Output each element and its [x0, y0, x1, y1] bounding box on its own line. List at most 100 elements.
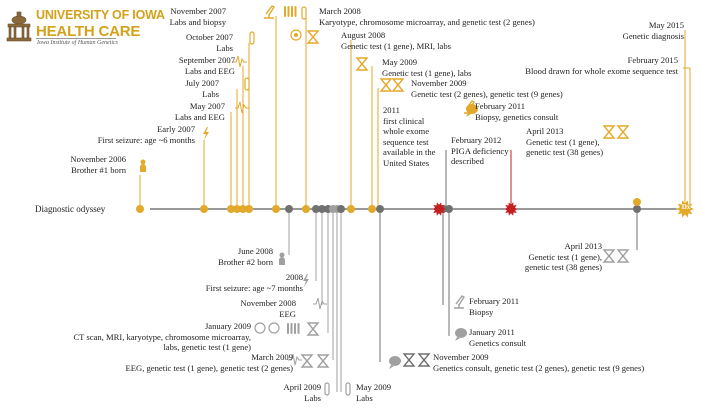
event-label-february-2011-lower: February 2011 Biopsy — [469, 296, 520, 317]
hourglass-icon — [616, 249, 630, 263]
hourglass-icon — [602, 249, 616, 263]
event-label-september-2007: September 2007 Labs and EEG — [178, 55, 235, 76]
scan-icon — [268, 322, 280, 334]
event-label-january-2009: January 2009 CT scan, MRI, karyotype, ch… — [73, 321, 251, 352]
eeg-wave-icon — [235, 101, 249, 114]
lightning-icon — [203, 127, 209, 140]
test-tube-icon — [345, 382, 351, 396]
diagnosis-burst-icon — [676, 200, 694, 218]
exome-test-burst-icon — [432, 202, 446, 216]
timeline-dot-10 — [318, 205, 326, 213]
person-icon — [279, 252, 285, 258]
event-label-february-2011: February 2011 Biopsy, genetics consult — [475, 101, 559, 122]
timeline-dot-14 — [337, 205, 345, 213]
scan-icon — [290, 29, 302, 41]
scan-icon — [294, 33, 298, 37]
piga-burst-icon — [504, 202, 518, 216]
old-capitol-icon — [6, 11, 32, 42]
test-tube-icon — [249, 31, 255, 45]
timeline-dot-20 — [633, 205, 641, 213]
end-marker-label: Dx — [681, 203, 691, 211]
chromosome-icon — [284, 6, 286, 17]
person-icon — [279, 257, 285, 265]
hourglass-icon — [616, 125, 630, 139]
logo-line-3: Iowa Institute of Human Genetics — [37, 40, 118, 46]
scan-icon — [254, 322, 266, 334]
hourglass-icon — [402, 353, 416, 367]
timeline-dot-17 — [376, 205, 384, 213]
event-label-brother-1-born: November 2006 Brother #1 born — [70, 154, 126, 175]
chromosome-icon — [294, 6, 297, 17]
chromosome-icon — [287, 323, 289, 334]
speech-bubble-icon — [466, 113, 471, 117]
event-label-november-2009-lower: November 2009 Genetics consult, genetic … — [433, 352, 645, 373]
timeline-dot-1 — [200, 205, 208, 213]
eeg-wave-icon — [233, 55, 247, 68]
timeline-dot-6 — [272, 205, 280, 213]
timeline-dot-3 — [233, 205, 241, 213]
event-label-piga-2012: February 2012 PIGA deficiency described — [451, 135, 509, 166]
chromosome-icon — [294, 323, 296, 334]
event-label-february-2015: February 2015 Blood drawn for whole exom… — [525, 55, 678, 76]
event-label-march-2009: March 2009 EEG, genetic test (1 gene), g… — [125, 352, 293, 373]
eeg-wave-icon — [313, 297, 327, 310]
event-label-august-2008: August 2008 Genetic test (1 gene), MRI, … — [341, 30, 452, 51]
hourglass-icon — [417, 353, 431, 367]
event-label-march-2008: March 2008 Karyotype, chromosome microar… — [319, 6, 535, 27]
hourglass-icon — [300, 354, 314, 368]
logo-line-2: HEALTH CARE — [36, 23, 141, 40]
lightning-icon — [303, 274, 309, 287]
event-label-july-2007: July 2007 Labs — [185, 78, 219, 99]
chromosome-icon — [297, 323, 300, 334]
hourglass-icon — [306, 30, 320, 44]
test-tube-icon — [301, 6, 307, 20]
test-tube-icon — [324, 382, 330, 396]
hourglass-icon — [306, 322, 320, 336]
event-label-first-seizure-1: Early 2007 First seizure: age ~6 months — [97, 124, 195, 145]
timeline-dot-7 — [285, 205, 293, 213]
event-label-may-2009: May 2009 Genetic test (1 gene), labs — [382, 57, 472, 78]
timeline-dot-4 — [239, 205, 247, 213]
event-label-april-2009: April 2009 Labs — [283, 382, 321, 403]
timeline-dot-19 — [445, 205, 453, 213]
hourglass-icon — [355, 57, 369, 71]
event-label-june-2008: June 2008 Brother #2 born — [218, 246, 273, 267]
event-label-november-2007: November 2007 Labs and biopsy — [169, 6, 226, 27]
event-label-may-2015: May 2015 Genetic diagnosis — [622, 20, 684, 41]
person-icon — [140, 164, 146, 172]
microscope-icon — [264, 5, 276, 19]
event-label-november-2008: November 2008 EEG — [240, 298, 296, 319]
timeline-dot-apr-2013-gold — [633, 198, 641, 206]
event-label-may-2007: May 2007 Labs and EEG — [174, 101, 225, 122]
hourglass-icon — [602, 125, 616, 139]
chromosome-icon — [290, 323, 293, 334]
timeline-dot-8 — [302, 205, 310, 213]
speech-bubble-icon — [389, 365, 394, 369]
timeline-dot-0 — [136, 205, 144, 213]
event-label-october-2007: October 2007 Labs — [185, 32, 233, 53]
logo-rule — [36, 38, 116, 39]
timeline-dot-16 — [368, 205, 376, 213]
logo-line-1: UNIVERSITY OF IOWA — [36, 8, 165, 22]
eeg-wave-icon — [288, 353, 302, 366]
speech-bubble-icon — [389, 356, 401, 366]
speech-bubble-icon — [455, 337, 460, 341]
person-icon — [140, 159, 146, 165]
event-label-may-2009-lower: May 2009 Labs — [356, 382, 392, 403]
timeline-dot-9 — [312, 205, 320, 213]
chromosome-icon — [287, 6, 290, 17]
event-label-first-seizure-2: 2008 First seizure: age ~7 months — [205, 272, 303, 293]
event-label-april-2013-lower: April 2013 Genetic test (1 gene), geneti… — [524, 241, 602, 272]
axis-label: Diagnostic odyssey — [35, 204, 106, 214]
test-tube-icon — [244, 77, 250, 91]
event-label-january-2011: January 2011 Genetics consult — [469, 327, 527, 348]
event-label-november-2009: November 2009 Genetic test (2 genes), ge… — [411, 78, 563, 99]
timeline-dot-15 — [347, 205, 355, 213]
chromosome-icon — [291, 6, 293, 17]
hourglass-icon — [316, 354, 330, 368]
hourglass-icon — [391, 78, 405, 92]
hourglass-icon — [379, 78, 393, 92]
microscope-icon — [454, 295, 466, 309]
